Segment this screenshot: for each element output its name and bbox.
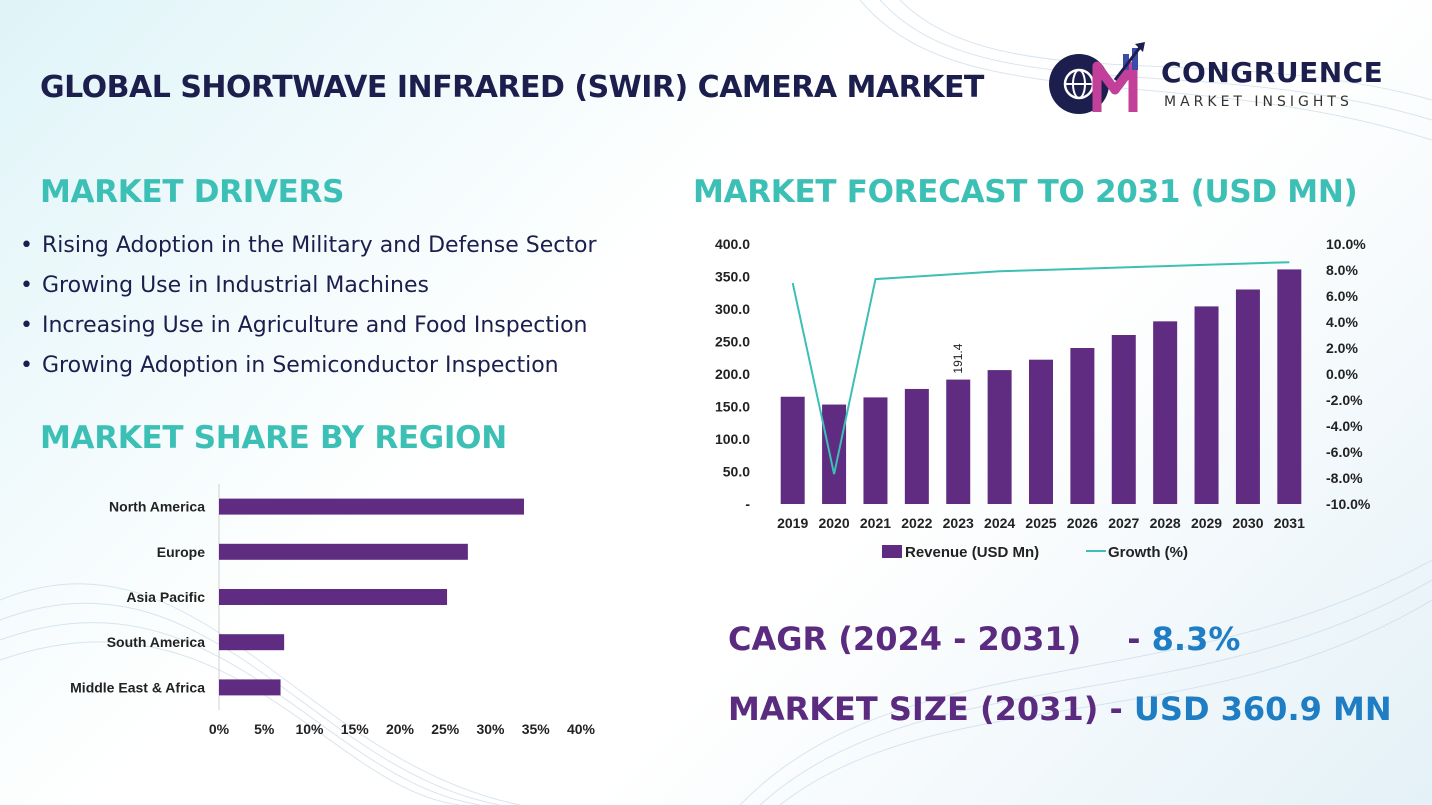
logo-mark [1049,42,1145,114]
y2-tick-label: 4.0% [1326,314,1358,330]
y2-tick-label: -4.0% [1326,418,1363,434]
revenue-bar [1029,359,1053,504]
x-tick-label: 20% [386,721,415,737]
y2-tick-label: -10.0% [1326,496,1371,512]
forecast-heading: MARKET FORECAST TO 2031 (USD MN) [693,174,1358,210]
revenue-bar [1070,348,1095,504]
x-tick-label: 15% [341,721,370,737]
revenue-bar [1277,269,1302,504]
x-tick-label: 35% [522,721,551,737]
legend-label-growth: Growth (%) [1108,544,1188,561]
y2-tick-label: 0.0% [1326,366,1358,382]
y2-tick-label: -6.0% [1326,444,1363,460]
y2-tick-label: 10.0% [1326,236,1366,252]
category-label: Europe [157,544,205,560]
y-tick-label: 150.0 [715,399,750,415]
x-tick-label: 2030 [1232,515,1263,531]
y-tick-label: 300.0 [715,301,750,317]
x-tick-label: 25% [431,721,460,737]
y2-tick-label: -2.0% [1326,392,1363,408]
revenue-bar [1111,335,1136,504]
x-tick-label: 40% [567,721,596,737]
revenue-bar [822,404,847,504]
region-heading: MARKET SHARE BY REGION [40,420,507,456]
driver-item: • Rising Adoption in the Military and Def… [20,233,597,258]
y-tick-label: - [745,496,750,512]
logo: CONGRUENCE MARKET INSIGHTS [1045,40,1405,120]
market-size-stat: MARKET SIZE (2031) - USD 360.9 MN [728,690,1392,728]
market-size-value: USD 360.9 MN [1133,690,1392,728]
cagr-separator: - [1127,620,1152,658]
driver-item: • Growing Adoption in Semiconductor Inspe… [20,353,559,378]
cagr-label: CAGR (2024 - 2031) [728,620,1082,658]
x-tick-label: 10% [295,721,324,737]
page-title: GLOBAL SHORTWAVE INFRARED (SWIR) CAMERA … [40,70,984,105]
revenue-bar [780,396,805,504]
y2-tick-label: 6.0% [1326,288,1358,304]
x-tick-label: 2028 [1150,515,1181,531]
x-tick-label: 2026 [1067,515,1098,531]
x-tick-label: 2022 [901,515,932,531]
driver-item: • Growing Use in Industrial Machines [20,273,429,298]
bullet-icon: • [20,313,33,338]
category-label: Middle East & Africa [70,679,205,695]
legend-label-revenue: Revenue (USD Mn) [905,544,1039,561]
bullet-icon: • [20,273,33,298]
revenue-bar [987,370,1012,504]
driver-item: • Increasing Use in Agriculture and Food … [20,313,588,338]
revenue-bar [1194,306,1219,504]
bar [219,589,448,605]
y2-tick-label: -8.0% [1326,470,1363,486]
revenue-bar [1235,289,1260,504]
x-tick-label: 2027 [1108,515,1139,531]
revenue-bar [946,379,971,504]
logo-name: CONGRUENCE [1161,56,1384,89]
bar [219,679,281,696]
x-tick-label: 2025 [1025,515,1056,531]
logo-tagline: MARKET INSIGHTS [1164,94,1353,110]
y-tick-label: 400.0 [715,236,750,252]
cagr-stat: CAGR (2024 - 2031) - 8.3% [728,620,1240,658]
x-tick-label: 0% [209,721,230,737]
market-size-separator: - [1098,690,1134,728]
category-label: South America [107,634,205,650]
drivers-heading: MARKET DRIVERS [40,174,345,210]
bar [219,634,285,651]
x-tick-label: 2031 [1274,515,1305,531]
y-tick-label: 350.0 [715,269,750,285]
drivers-list: • Rising Adoption in the Military and Def… [20,232,597,392]
y-tick-label: 250.0 [715,334,750,350]
revenue-bar [863,397,888,504]
data-label: 191.4 [951,343,965,373]
bullet-icon: • [20,233,33,258]
x-tick-label: 2023 [943,515,974,531]
x-tick-label: 2020 [818,515,849,531]
revenue-bar [904,388,929,504]
bullet-icon: • [20,353,33,378]
category-label: Asia Pacific [126,589,205,605]
revenue-bar [1153,321,1178,504]
category-label: North America [109,499,205,515]
x-tick-label: 2019 [777,515,808,531]
x-tick-label: 2024 [984,515,1015,531]
legend-swatch-revenue [882,545,902,558]
y-tick-label: 50.0 [723,464,750,480]
bar [219,498,524,515]
bar [219,543,468,560]
x-tick-label: 30% [476,721,505,737]
x-tick-label: 5% [254,721,275,737]
market-size-label: MARKET SIZE (2031) [728,690,1099,728]
cagr-value: 8.3% [1151,620,1241,658]
y2-tick-label: 8.0% [1326,262,1358,278]
y-tick-label: 100.0 [715,431,750,447]
y-tick-label: 200.0 [715,366,750,382]
x-tick-label: 2029 [1191,515,1222,531]
y2-tick-label: 2.0% [1326,340,1358,356]
growth-line [791,261,1290,475]
x-tick-label: 2021 [860,515,891,531]
